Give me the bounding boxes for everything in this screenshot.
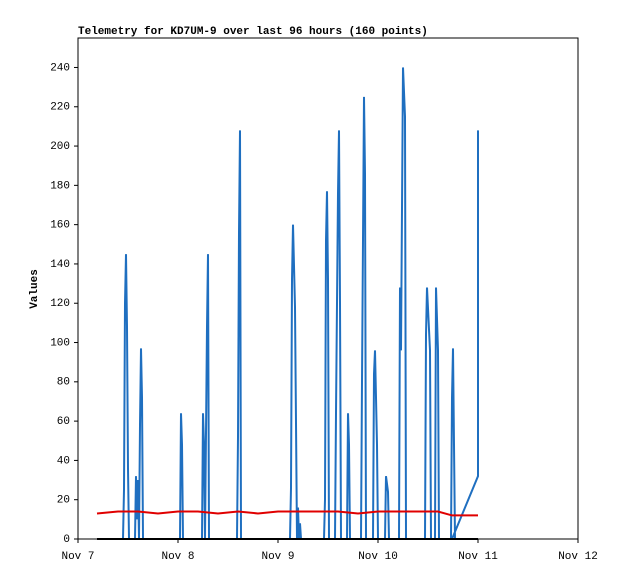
y-tick-label: 240 bbox=[50, 62, 70, 74]
y-axis-label: Values bbox=[29, 269, 41, 309]
y-tick-label: 20 bbox=[57, 495, 70, 507]
y-tick-label: 60 bbox=[57, 416, 70, 428]
y-tick-label: 120 bbox=[50, 298, 70, 310]
x-tick-label: Nov 11 bbox=[458, 551, 498, 563]
y-tick-label: 100 bbox=[50, 337, 70, 349]
chart-title: Telemetry for KD7UM-9 over last 96 hours… bbox=[78, 26, 428, 38]
y-tick-label: 140 bbox=[50, 259, 70, 271]
series-line bbox=[97, 67, 479, 540]
y-tick-label: 180 bbox=[50, 180, 70, 192]
y-tick-label: 200 bbox=[50, 141, 70, 153]
x-tick-label: Nov 9 bbox=[261, 551, 294, 563]
y-tick-label: 80 bbox=[57, 377, 70, 389]
y-tick-label: 160 bbox=[50, 220, 70, 232]
y-tick-label: 220 bbox=[50, 102, 70, 114]
series-line bbox=[96, 510, 478, 517]
y-tick-label: 40 bbox=[57, 455, 70, 467]
y-tick-label: 0 bbox=[63, 534, 70, 546]
x-tick-label: Nov 10 bbox=[358, 551, 398, 563]
x-tick-label: Nov 7 bbox=[61, 551, 94, 563]
x-tick-label: Nov 8 bbox=[161, 551, 194, 563]
x-tick-label: Nov 12 bbox=[558, 551, 598, 563]
